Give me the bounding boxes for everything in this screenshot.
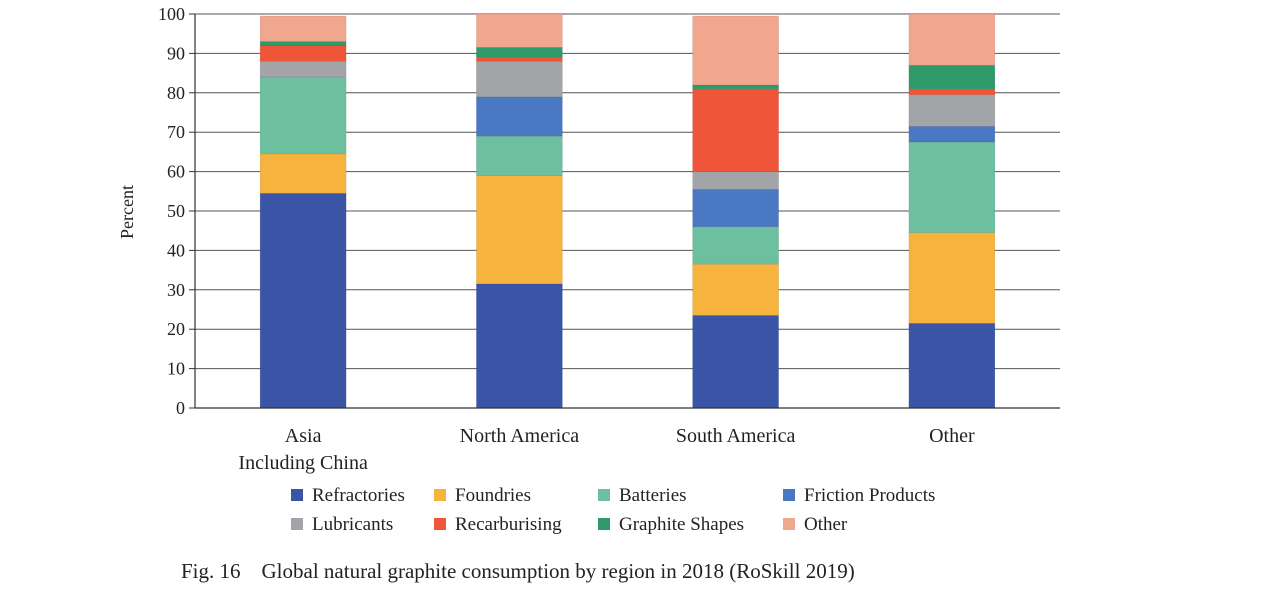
bar-segment-batteries bbox=[476, 135, 563, 176]
y-tick-label: 20 bbox=[167, 319, 185, 339]
x-category-label: Other bbox=[929, 425, 975, 447]
bar-segment-batteries bbox=[908, 141, 996, 233]
bar-segment-foundries bbox=[259, 153, 347, 194]
legend-label: Other bbox=[804, 514, 848, 535]
bar-segment-other bbox=[259, 15, 347, 42]
legend-label: Batteries bbox=[619, 485, 687, 506]
bar-segment-recarburising bbox=[692, 88, 779, 172]
y-tick-label: 70 bbox=[167, 122, 185, 142]
bar-segment-batteries bbox=[259, 76, 347, 155]
legend-swatch bbox=[598, 518, 610, 530]
bar-segment-lubricants bbox=[259, 60, 347, 78]
bar-segment-friction-products bbox=[692, 189, 779, 228]
x-category-labels: Asia Including China North America South Am… bbox=[238, 425, 975, 474]
x-category-label: Including China bbox=[238, 452, 368, 474]
bar-segment-foundries bbox=[692, 263, 779, 316]
legend-label: Lubricants bbox=[312, 514, 393, 535]
y-tick-label: 100 bbox=[158, 4, 185, 24]
bar-segment-refractories bbox=[692, 315, 779, 409]
bar-segment-graphite-shapes bbox=[476, 47, 563, 58]
y-tick-label: 90 bbox=[167, 43, 185, 63]
legend-label: Foundries bbox=[455, 485, 531, 506]
bar-segment-recarburising bbox=[476, 57, 563, 62]
y-tick-labels: 0 10 20 30 40 50 60 70 80 90 100 bbox=[158, 4, 185, 418]
legend: Refractories Foundries Batteries Friction P… bbox=[291, 485, 935, 535]
bar-segment-graphite-shapes bbox=[259, 41, 347, 46]
axes bbox=[189, 13, 1060, 409]
bar-segment-friction-products bbox=[908, 125, 996, 143]
bar-segment-batteries bbox=[692, 226, 779, 265]
y-tick-label: 60 bbox=[167, 162, 185, 182]
legend-swatch bbox=[598, 489, 610, 501]
y-tick-label: 40 bbox=[167, 240, 185, 260]
x-category-label: Asia bbox=[285, 425, 322, 447]
bar-segment-graphite-shapes bbox=[692, 84, 779, 90]
legend-label: Friction Products bbox=[804, 485, 935, 506]
bar-segment-refractories bbox=[259, 192, 347, 409]
bar-segment-other bbox=[476, 13, 563, 48]
bar-segment-recarburising bbox=[908, 88, 996, 96]
legend-swatch bbox=[434, 489, 446, 501]
legend-swatch bbox=[291, 518, 303, 530]
legend-swatch bbox=[783, 489, 795, 501]
bar-segment-refractories bbox=[476, 283, 563, 409]
bar-segment-foundries bbox=[908, 232, 996, 324]
bar-segment-other bbox=[908, 13, 996, 66]
bar-segment-foundries bbox=[476, 175, 563, 285]
legend-swatch bbox=[291, 489, 303, 501]
bar-segment-other bbox=[692, 15, 779, 86]
bars bbox=[259, 13, 996, 409]
bar-segment-friction-products bbox=[476, 96, 563, 137]
y-tick-label: 10 bbox=[167, 359, 185, 379]
y-tick-label: 50 bbox=[167, 201, 185, 221]
figure-caption: Fig. 16 Global natural graphite consumpt… bbox=[181, 559, 855, 583]
bar-segment-recarburising bbox=[259, 45, 347, 62]
bar-segment-lubricants bbox=[908, 94, 996, 127]
y-tick-label: 80 bbox=[167, 83, 185, 103]
x-category-label: North America bbox=[460, 425, 580, 447]
bar-segment-refractories bbox=[908, 322, 996, 409]
bar-segment-lubricants bbox=[476, 60, 563, 98]
legend-label: Recarburising bbox=[455, 514, 562, 535]
y-tick-label: 0 bbox=[176, 398, 185, 418]
y-tick-label: 30 bbox=[167, 280, 185, 300]
legend-swatch bbox=[783, 518, 795, 530]
legend-label: Graphite Shapes bbox=[619, 514, 744, 535]
bar-segment-lubricants bbox=[692, 171, 779, 190]
y-axis-label: Percent bbox=[117, 185, 137, 239]
bar-segment-graphite-shapes bbox=[908, 64, 996, 90]
legend-swatch bbox=[434, 518, 446, 530]
legend-label: Refractories bbox=[312, 485, 405, 506]
x-category-label: South America bbox=[676, 425, 796, 447]
